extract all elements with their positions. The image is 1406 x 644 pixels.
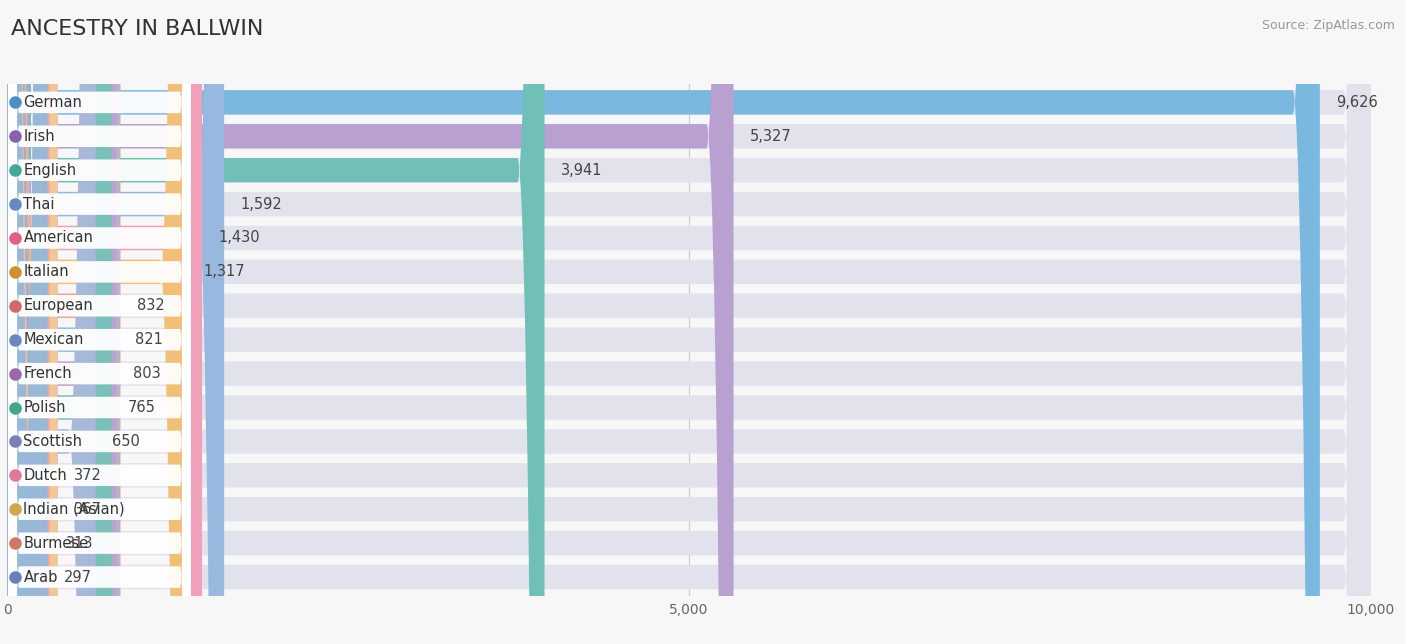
FancyBboxPatch shape xyxy=(8,0,191,644)
FancyBboxPatch shape xyxy=(7,0,1371,644)
FancyBboxPatch shape xyxy=(7,0,1371,644)
FancyBboxPatch shape xyxy=(8,0,191,644)
Text: 3,941: 3,941 xyxy=(561,163,602,178)
Text: 765: 765 xyxy=(128,400,156,415)
FancyBboxPatch shape xyxy=(7,0,1371,644)
Text: Burmese: Burmese xyxy=(24,536,89,551)
FancyBboxPatch shape xyxy=(7,0,111,644)
Text: ANCESTRY IN BALLWIN: ANCESTRY IN BALLWIN xyxy=(11,19,263,39)
Text: Italian: Italian xyxy=(24,265,69,279)
Text: 1,430: 1,430 xyxy=(218,231,260,245)
FancyBboxPatch shape xyxy=(8,0,191,644)
FancyBboxPatch shape xyxy=(7,0,1371,644)
FancyBboxPatch shape xyxy=(8,0,191,644)
FancyBboxPatch shape xyxy=(7,0,1320,644)
Text: Thai: Thai xyxy=(24,196,55,212)
FancyBboxPatch shape xyxy=(7,0,1371,644)
Text: 297: 297 xyxy=(63,569,91,585)
FancyBboxPatch shape xyxy=(7,0,48,644)
FancyBboxPatch shape xyxy=(8,0,191,644)
Text: 1,317: 1,317 xyxy=(202,265,245,279)
FancyBboxPatch shape xyxy=(7,0,58,644)
FancyBboxPatch shape xyxy=(7,0,187,644)
Text: 803: 803 xyxy=(134,366,160,381)
Text: 367: 367 xyxy=(73,502,101,516)
FancyBboxPatch shape xyxy=(7,0,49,644)
Text: 1,592: 1,592 xyxy=(240,196,283,212)
FancyBboxPatch shape xyxy=(7,0,1371,644)
FancyBboxPatch shape xyxy=(8,0,191,644)
FancyBboxPatch shape xyxy=(8,0,191,644)
FancyBboxPatch shape xyxy=(7,0,1371,644)
Text: 5,327: 5,327 xyxy=(749,129,792,144)
Text: Indian (Asian): Indian (Asian) xyxy=(24,502,125,516)
FancyBboxPatch shape xyxy=(8,0,191,644)
Text: French: French xyxy=(24,366,72,381)
Text: 9,626: 9,626 xyxy=(1336,95,1378,110)
FancyBboxPatch shape xyxy=(8,0,191,644)
FancyBboxPatch shape xyxy=(7,0,1371,644)
FancyBboxPatch shape xyxy=(8,0,191,644)
FancyBboxPatch shape xyxy=(7,0,1371,644)
Text: Irish: Irish xyxy=(24,129,55,144)
Text: English: English xyxy=(24,163,76,178)
FancyBboxPatch shape xyxy=(7,0,1371,644)
Text: German: German xyxy=(24,95,83,110)
FancyBboxPatch shape xyxy=(7,0,120,644)
FancyBboxPatch shape xyxy=(7,0,117,644)
Text: Arab: Arab xyxy=(24,569,58,585)
Text: Dutch: Dutch xyxy=(24,468,67,483)
Text: Polish: Polish xyxy=(24,400,66,415)
FancyBboxPatch shape xyxy=(7,0,1371,644)
FancyBboxPatch shape xyxy=(7,0,202,644)
Text: 372: 372 xyxy=(75,468,103,483)
Text: 821: 821 xyxy=(135,332,163,347)
Text: 832: 832 xyxy=(136,298,165,313)
Text: Mexican: Mexican xyxy=(24,332,84,347)
FancyBboxPatch shape xyxy=(7,0,58,644)
FancyBboxPatch shape xyxy=(7,0,544,644)
FancyBboxPatch shape xyxy=(8,0,191,644)
FancyBboxPatch shape xyxy=(7,0,1371,644)
FancyBboxPatch shape xyxy=(8,0,191,644)
Text: Scottish: Scottish xyxy=(24,434,83,449)
FancyBboxPatch shape xyxy=(8,0,191,644)
Text: American: American xyxy=(24,231,93,245)
Text: Source: ZipAtlas.com: Source: ZipAtlas.com xyxy=(1261,19,1395,32)
FancyBboxPatch shape xyxy=(7,0,1371,644)
FancyBboxPatch shape xyxy=(7,0,1371,644)
FancyBboxPatch shape xyxy=(7,0,121,644)
FancyBboxPatch shape xyxy=(7,0,1371,644)
Text: European: European xyxy=(24,298,93,313)
FancyBboxPatch shape xyxy=(7,0,734,644)
FancyBboxPatch shape xyxy=(8,0,191,644)
FancyBboxPatch shape xyxy=(7,0,96,644)
FancyBboxPatch shape xyxy=(8,0,191,644)
Text: 313: 313 xyxy=(66,536,94,551)
Text: 650: 650 xyxy=(112,434,141,449)
FancyBboxPatch shape xyxy=(7,0,224,644)
